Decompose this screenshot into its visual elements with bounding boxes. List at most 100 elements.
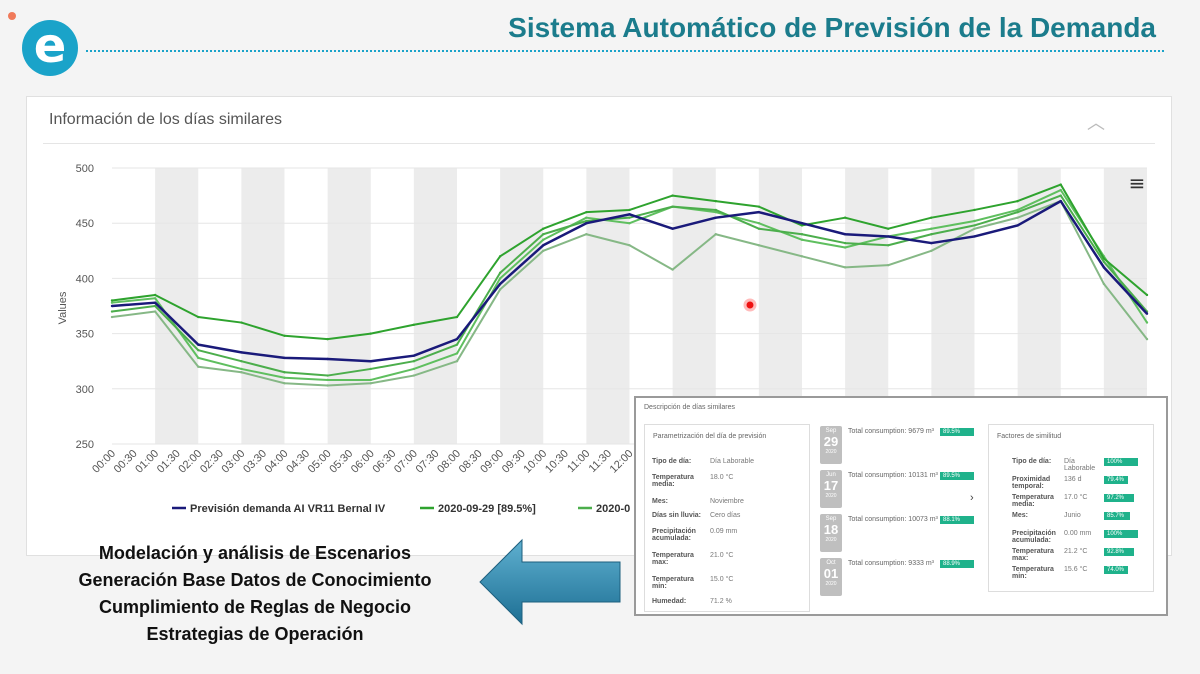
similar-day-point: [628, 244, 631, 247]
forecast-point: [498, 282, 502, 286]
similar-day-date[interactable]: Sep 18 2020: [820, 514, 842, 552]
similar-day-score: 89.5%: [940, 428, 974, 436]
forecast-point: [542, 244, 545, 247]
similar-day-point: [369, 378, 372, 382]
x-tick-label: 08:30: [457, 448, 485, 476]
similar-day-point: [110, 301, 114, 304]
similar-day-point: [714, 208, 717, 212]
similar-day-point: [930, 227, 933, 230]
x-tick-label: 10:30: [543, 448, 571, 476]
similar-day-point: [283, 376, 286, 379]
legend-label-2020-09-29[interactable]: 2020-09-29 [89.5%]: [438, 503, 536, 515]
slide-title: Sistema Automático de Previsión de la De…: [508, 12, 1156, 43]
panel-title: Información de los días similares: [49, 111, 282, 128]
forecast-point: [585, 222, 588, 225]
similar-day-point: [455, 352, 459, 355]
forecast-point: [197, 343, 200, 346]
param-row: Mes: Noviembre: [652, 498, 792, 505]
factor-row: Temperatura min:15.6 °C 74.0%: [1012, 566, 1152, 580]
param-value: Noviembre: [710, 498, 744, 505]
similar-day-point: [973, 208, 976, 212]
params-title: Parametrización del día de previsión: [653, 433, 767, 440]
param-value: 15.0 °C: [710, 576, 734, 583]
next-chevron-icon[interactable]: ›: [970, 492, 974, 504]
forecast-point: [930, 241, 933, 245]
similar-day-date[interactable]: Sep 29 2020: [820, 426, 842, 464]
similar-day-point: [197, 356, 200, 360]
factors-title: Factores de similitud: [997, 433, 1062, 440]
similar-day-point: [628, 208, 631, 212]
similar-day-point: [800, 255, 804, 258]
y-tick-label: 500: [76, 163, 94, 175]
similar-day-point: [369, 367, 372, 371]
legend-label-forecast[interactable]: Previsión demanda AI VR11 Bernal IV: [190, 503, 386, 515]
param-value: 71.2 %: [710, 598, 732, 605]
similar-day-score: 89.5%: [940, 472, 974, 480]
x-tick-label: 04:30: [284, 448, 312, 476]
similar-day-point: [1016, 208, 1019, 212]
similar-day-point: [283, 334, 286, 338]
similar-day-point: [110, 310, 114, 313]
param-row: Temperatura min: 15.0 °C: [652, 576, 792, 590]
factor-row: Proximidad temporal:136 d 79.4%: [1012, 476, 1152, 490]
param-key: Temperatura media:: [652, 474, 694, 488]
similar-day-consumption: Total consumption: 9679 m³: [848, 428, 934, 435]
x-tick-label: 10:00: [521, 448, 549, 476]
similar-day-point: [542, 227, 545, 230]
forecast-point: [628, 213, 631, 216]
similar-day-point: [757, 244, 761, 247]
similar-day-date[interactable]: Jun 17 2020: [820, 470, 842, 508]
similar-day-point: [585, 219, 588, 223]
hour-band: [327, 168, 371, 444]
similar-day-point: [197, 348, 200, 352]
param-key: Mes:: [652, 498, 668, 505]
x-tick-label: 00:30: [112, 448, 140, 476]
similar-day-point: [240, 321, 243, 324]
x-tick-label: 11:00: [565, 448, 592, 475]
similar-day-point: [1102, 257, 1106, 260]
similar-day-point: [757, 205, 761, 208]
similar-day-point: [1059, 183, 1062, 186]
similar-day-point: [153, 304, 157, 308]
similar-day-point: [326, 337, 329, 341]
forecast-point: [1016, 224, 1019, 227]
similar-day-point: [800, 238, 804, 241]
x-tick-label: 07:00: [392, 448, 420, 476]
feature-list: Modelación y análisis de Escenarios Gene…: [50, 540, 460, 648]
param-row: Temperatura media: 18.0 °C: [652, 474, 792, 488]
similar-day-point: [628, 222, 631, 225]
similar-day-point: [455, 315, 459, 319]
cursor-pointer-icon: [743, 298, 757, 312]
similar-day-point: [585, 210, 588, 214]
company-logo: e: [22, 18, 78, 76]
hamburger-menu-icon[interactable]: ≡: [1128, 171, 1146, 195]
similar-day-point: [455, 343, 459, 346]
legend-label-2020-0[interactable]: 2020-0: [596, 503, 630, 515]
x-tick-label: 01:00: [133, 448, 161, 476]
param-value: Día Laborable: [710, 458, 754, 465]
forecast-point: [800, 222, 804, 225]
similar-day-point: [671, 205, 674, 208]
y-tick-label: 300: [76, 384, 94, 396]
similar-day-point: [1145, 321, 1149, 324]
param-key: Días sin lluvia:: [652, 512, 702, 519]
param-key: Humedad:: [652, 598, 687, 605]
factor-row: Temperatura max:21.2 °C 92.8%: [1012, 548, 1152, 562]
similar-day-point: [973, 224, 976, 227]
similar-day-point: [1016, 199, 1019, 203]
similar-day-point: [671, 194, 674, 197]
param-key: Tipo de día:: [652, 458, 692, 465]
similar-day-point: [714, 210, 717, 214]
similar-day-point: [240, 367, 243, 371]
feature-item: Cumplimiento de Reglas de Negocio: [98, 597, 412, 617]
similar-day-point: [412, 367, 416, 371]
forecast-point: [757, 210, 761, 214]
similar-day-point: [714, 233, 717, 236]
x-tick-label: 06:00: [349, 448, 377, 476]
chevron-up-icon[interactable]: ︿: [1087, 113, 1105, 134]
factor-row: Precipitación acumulada:0.00 mm 100%: [1012, 530, 1152, 544]
similar-day-point: [110, 315, 114, 319]
similar-day-point: [498, 255, 502, 258]
similar-day-point: [542, 249, 545, 252]
similar-day-date[interactable]: Oct 01 2020: [820, 558, 842, 596]
